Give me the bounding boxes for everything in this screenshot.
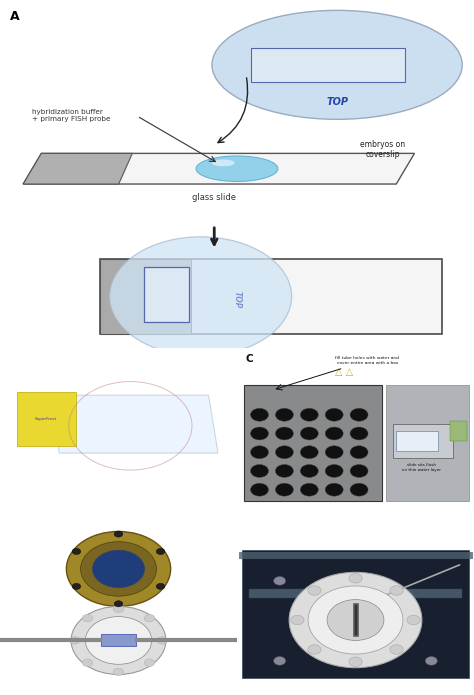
Circle shape <box>92 550 145 588</box>
Circle shape <box>156 548 165 555</box>
Text: TOP: TOP <box>233 291 241 309</box>
Circle shape <box>301 483 319 496</box>
Circle shape <box>274 577 285 585</box>
Text: fill tube holes with water and
cover entire area with a box: fill tube holes with water and cover ent… <box>335 356 400 365</box>
Circle shape <box>250 408 268 421</box>
Circle shape <box>301 464 319 477</box>
Circle shape <box>250 427 268 440</box>
Circle shape <box>308 586 403 654</box>
Text: embryos on
coverslip: embryos on coverslip <box>360 140 405 159</box>
FancyBboxPatch shape <box>242 550 469 678</box>
Circle shape <box>81 541 156 596</box>
Circle shape <box>156 583 165 589</box>
Circle shape <box>72 548 81 555</box>
Circle shape <box>350 408 368 421</box>
Text: A: A <box>9 10 19 24</box>
Circle shape <box>275 408 293 421</box>
Circle shape <box>275 464 293 477</box>
Circle shape <box>144 614 155 622</box>
FancyBboxPatch shape <box>144 268 189 322</box>
FancyBboxPatch shape <box>396 431 438 451</box>
Polygon shape <box>23 154 132 184</box>
Polygon shape <box>50 395 218 453</box>
Text: SuperFrost: SuperFrost <box>35 417 57 421</box>
Ellipse shape <box>212 160 235 166</box>
Text: B: B <box>8 354 16 364</box>
FancyBboxPatch shape <box>100 259 442 334</box>
FancyBboxPatch shape <box>100 635 137 646</box>
Circle shape <box>289 573 422 668</box>
Circle shape <box>390 645 403 654</box>
FancyBboxPatch shape <box>17 392 76 446</box>
Circle shape <box>157 637 168 644</box>
Text: C: C <box>246 354 253 364</box>
Circle shape <box>85 616 152 664</box>
Circle shape <box>291 615 304 625</box>
FancyBboxPatch shape <box>450 420 467 441</box>
FancyBboxPatch shape <box>249 589 462 598</box>
Circle shape <box>301 445 319 459</box>
FancyBboxPatch shape <box>251 48 405 82</box>
Circle shape <box>325 445 343 459</box>
Circle shape <box>350 427 368 440</box>
Ellipse shape <box>109 237 292 356</box>
Circle shape <box>327 600 384 641</box>
Circle shape <box>350 464 368 477</box>
Circle shape <box>325 464 343 477</box>
Circle shape <box>325 408 343 421</box>
FancyBboxPatch shape <box>393 424 453 458</box>
Circle shape <box>69 637 80 644</box>
Text: D: D <box>8 528 17 538</box>
Circle shape <box>114 600 123 607</box>
Circle shape <box>250 464 268 477</box>
Text: △ △: △ △ <box>335 367 353 377</box>
Circle shape <box>82 659 93 667</box>
Circle shape <box>250 483 268 496</box>
Circle shape <box>275 483 293 496</box>
Circle shape <box>113 605 124 613</box>
Circle shape <box>325 427 343 440</box>
Circle shape <box>144 659 155 667</box>
Circle shape <box>426 657 437 665</box>
Circle shape <box>407 615 420 625</box>
FancyBboxPatch shape <box>100 259 191 334</box>
Circle shape <box>301 408 319 421</box>
Text: hybridization buffer
+ primary FISH probe: hybridization buffer + primary FISH prob… <box>32 109 111 122</box>
Circle shape <box>325 483 343 496</box>
FancyBboxPatch shape <box>386 385 469 500</box>
Circle shape <box>82 614 93 622</box>
Circle shape <box>349 573 362 583</box>
Text: slide sits flush
on thin water layer: slide sits flush on thin water layer <box>402 464 441 472</box>
FancyBboxPatch shape <box>244 385 382 500</box>
Ellipse shape <box>212 10 462 120</box>
Polygon shape <box>23 154 414 184</box>
Circle shape <box>113 668 124 676</box>
Circle shape <box>308 645 321 654</box>
Circle shape <box>301 427 319 440</box>
Text: E: E <box>246 528 253 538</box>
Circle shape <box>349 657 362 667</box>
Circle shape <box>308 586 321 596</box>
Circle shape <box>114 531 123 537</box>
Circle shape <box>275 427 293 440</box>
Text: TOP: TOP <box>326 97 348 107</box>
Ellipse shape <box>196 156 278 181</box>
Circle shape <box>71 606 166 674</box>
Circle shape <box>350 445 368 459</box>
Circle shape <box>72 583 81 589</box>
Circle shape <box>274 657 285 665</box>
Circle shape <box>66 532 171 606</box>
Circle shape <box>275 445 293 459</box>
Circle shape <box>350 483 368 496</box>
Circle shape <box>390 586 403 596</box>
Text: glass slide: glass slide <box>192 193 236 202</box>
Circle shape <box>250 445 268 459</box>
